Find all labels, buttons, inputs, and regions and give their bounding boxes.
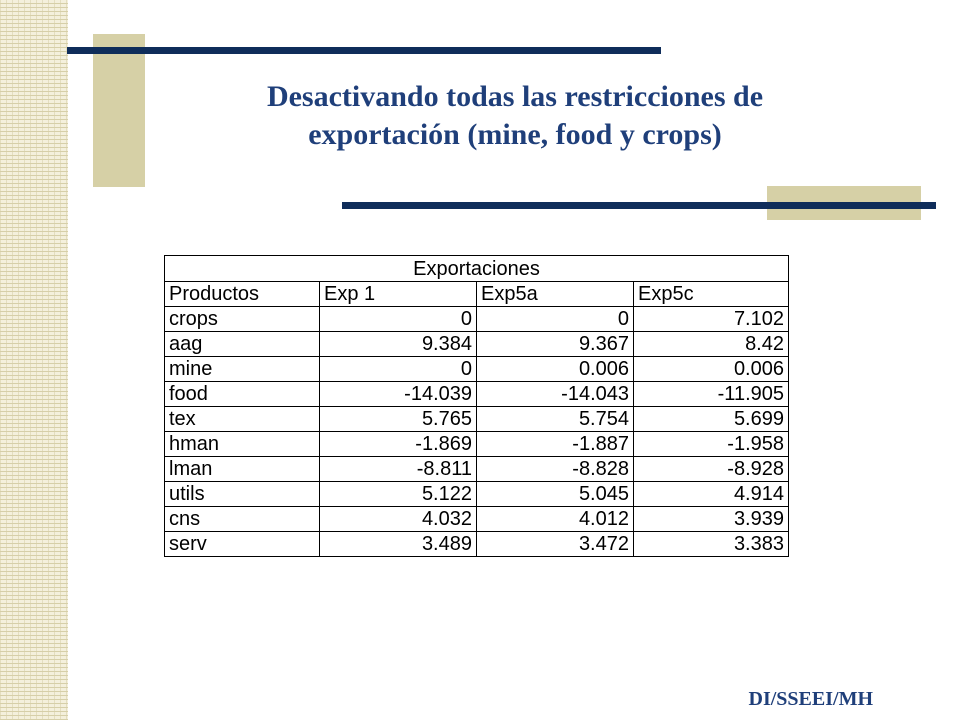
cell-exp-1: 9.384 (319, 331, 477, 357)
footer-credit: DI/SSEEI/MH (748, 688, 873, 710)
decorative-bar-bottom (342, 202, 936, 209)
cell-exp5c: 0.006 (633, 356, 789, 382)
table-row: hman -1.869 -1.887 -1.958 (164, 431, 789, 457)
cell-exp5c: 3.939 (633, 506, 789, 532)
cell-exp-1: 4.032 (319, 506, 477, 532)
row-label: aag (164, 331, 320, 357)
cell-exp-1: 5.765 (319, 406, 477, 432)
cell-exp-1: -14.039 (319, 381, 477, 407)
row-label: hman (164, 431, 320, 457)
row-label: mine (164, 356, 320, 382)
row-label: cns (164, 506, 320, 532)
row-label: utils (164, 481, 320, 507)
table-row: food -14.039 -14.043 -11.905 (164, 381, 789, 407)
cell-exp5c: -11.905 (633, 381, 789, 407)
row-label: tex (164, 406, 320, 432)
row-label: food (164, 381, 320, 407)
cell-exp5c: 8.42 (633, 331, 789, 357)
cell-exp5a: 5.045 (476, 481, 634, 507)
slide-title-line-1: Desactivando todas las restricciones de (266, 80, 764, 113)
table-row: cns 4.032 4.012 3.939 (164, 506, 789, 532)
cell-exp5c: 5.699 (633, 406, 789, 432)
cell-exp-1: -1.869 (319, 431, 477, 457)
cell-exp-1: 5.122 (319, 481, 477, 507)
cell-exp5a: -1.887 (476, 431, 634, 457)
cell-exp-1: 0 (319, 356, 477, 382)
cell-exp5a: 4.012 (476, 506, 634, 532)
table-row: crops 0 0 7.102 (164, 306, 789, 332)
table-caption: Exportaciones (164, 255, 789, 282)
table-row: tex 5.765 5.754 5.699 (164, 406, 789, 432)
header-productos: Productos (164, 281, 320, 307)
decorative-bar-top (67, 47, 661, 54)
slide-title: Desactivando todas las restricciones de … (150, 78, 880, 154)
cell-exp5c: -1.958 (633, 431, 789, 457)
cell-exp5c: 4.914 (633, 481, 789, 507)
cell-exp5a: 5.754 (476, 406, 634, 432)
cell-exp5a: -8.828 (476, 456, 634, 482)
header-exp5a: Exp5a (476, 281, 634, 307)
exports-table: Exportaciones Productos Exp 1 Exp5a Exp5… (164, 255, 789, 557)
cell-exp5a: 3.472 (476, 531, 634, 557)
cell-exp5a: 0.006 (476, 356, 634, 382)
table-header-row: Productos Exp 1 Exp5a Exp5c (164, 281, 789, 307)
decorative-hatched-strip (0, 0, 68, 720)
cell-exp5a: 0 (476, 306, 634, 332)
header-exp-1: Exp 1 (319, 281, 477, 307)
cell-exp5c: -8.928 (633, 456, 789, 482)
cell-exp5c: 3.383 (633, 531, 789, 557)
table-row: utils 5.122 5.045 4.914 (164, 481, 789, 507)
row-label: serv (164, 531, 320, 557)
table-row: mine 0 0.006 0.006 (164, 356, 789, 382)
cell-exp-1: 0 (319, 306, 477, 332)
decorative-tan-block-left (93, 34, 145, 187)
row-label: crops (164, 306, 320, 332)
table-row: aag 9.384 9.367 8.42 (164, 331, 789, 357)
cell-exp5a: 9.367 (476, 331, 634, 357)
cell-exp-1: -8.811 (319, 456, 477, 482)
table-row: serv 3.489 3.472 3.383 (164, 531, 789, 557)
cell-exp5c: 7.102 (633, 306, 789, 332)
table-row: lman -8.811 -8.828 -8.928 (164, 456, 789, 482)
slide-title-line-2: exportación (mine, food y crops) (308, 118, 722, 151)
cell-exp5a: -14.043 (476, 381, 634, 407)
row-label: lman (164, 456, 320, 482)
table-caption-row: Exportaciones (164, 255, 789, 282)
cell-exp-1: 3.489 (319, 531, 477, 557)
header-exp5c: Exp5c (633, 281, 789, 307)
